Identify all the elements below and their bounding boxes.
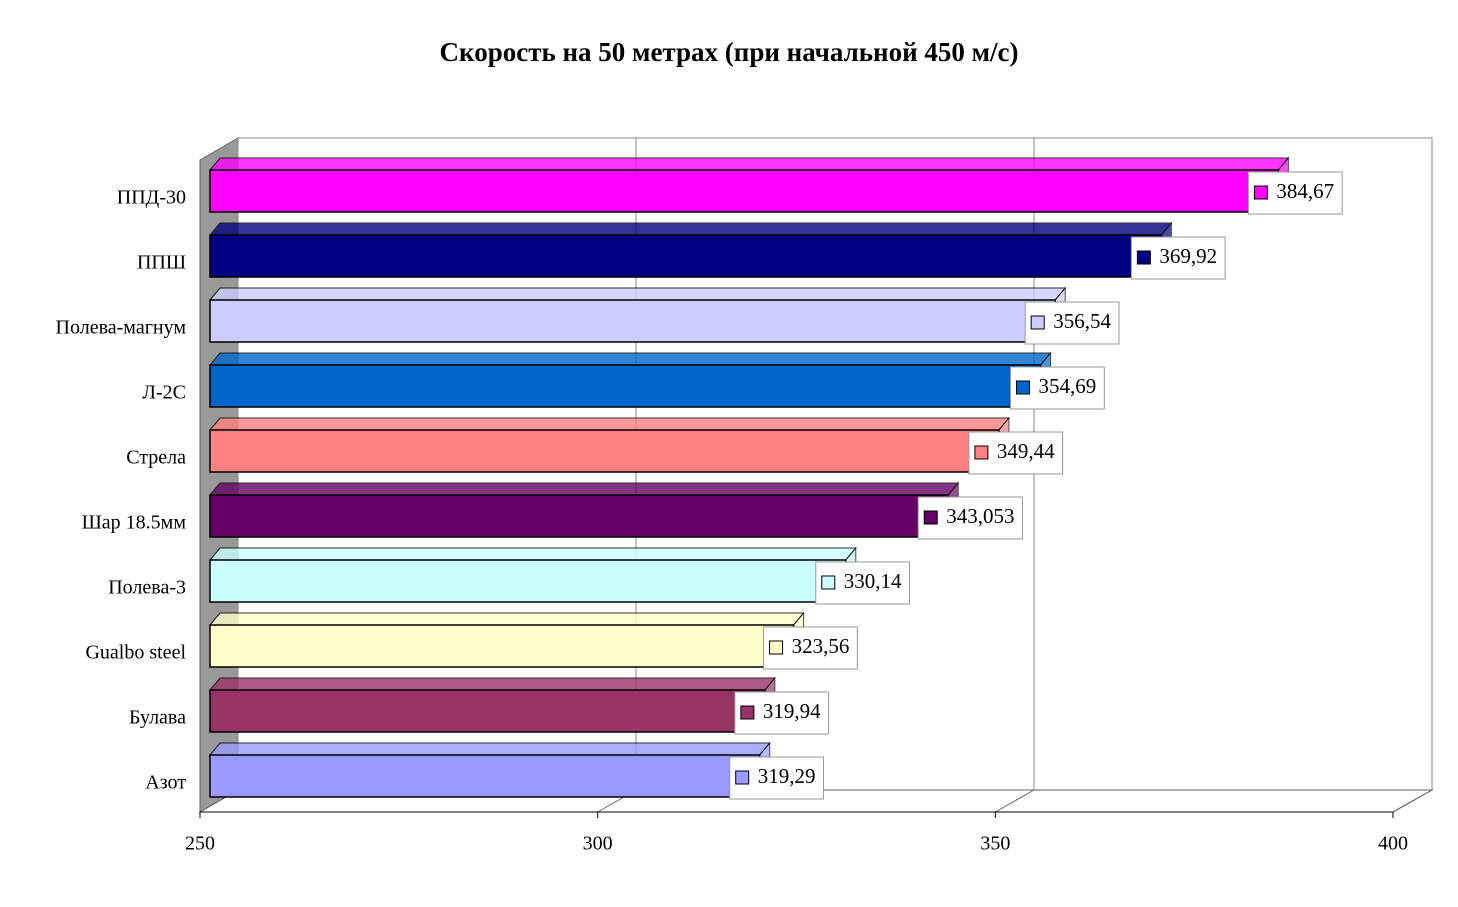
bar-top: [208, 222, 1173, 236]
legend-key: [769, 640, 784, 655]
bar-top: [208, 677, 776, 691]
bar: [209, 624, 795, 668]
y-tick-label: Стрела: [126, 447, 186, 469]
bar-top: [208, 482, 960, 496]
y-tick-label: Л-2С: [142, 382, 186, 404]
bar-top: [208, 287, 1067, 301]
data-label: 369,92: [1159, 244, 1217, 268]
bar: [209, 429, 1000, 473]
legend-key: [1030, 315, 1045, 330]
bar: [209, 754, 761, 798]
legend-key: [1253, 185, 1268, 200]
bar: [209, 169, 1280, 213]
bar: [209, 299, 1056, 343]
bar-top: [208, 417, 1010, 431]
bar-top: [208, 612, 805, 626]
data-label: 319,29: [758, 764, 816, 788]
chart-title: Скорость на 50 метрах (при начальной 450…: [440, 37, 1019, 67]
bar-top: [208, 547, 857, 561]
y-tick-label: Азот: [145, 772, 186, 794]
legend-key: [735, 770, 750, 785]
y-tick-label: Полева-магнум: [56, 317, 187, 339]
x-tick-label: 250: [185, 833, 215, 855]
floor-tick: [995, 789, 1035, 813]
bar-top: [208, 157, 1290, 171]
data-label: 323,56: [792, 634, 850, 658]
y-tick-label: Gualbo steel: [85, 642, 186, 664]
bar: [209, 364, 1042, 408]
legend-key: [1016, 380, 1031, 395]
y-tick-label: Булава: [129, 707, 186, 729]
data-label: 343,053: [946, 504, 1014, 528]
data-label: 319,94: [763, 699, 821, 723]
bar-top: [208, 352, 1052, 366]
bar-top: [208, 742, 771, 756]
floor-tick: [1392, 789, 1433, 813]
x-tick-label: 400: [1378, 833, 1408, 855]
bar: [209, 559, 847, 603]
bar: [209, 689, 766, 733]
legend-key: [974, 445, 989, 460]
legend-key: [821, 575, 836, 590]
data-label: 349,44: [997, 439, 1055, 463]
y-tick-label: Шар 18.5мм: [82, 512, 187, 534]
legend-key: [740, 705, 755, 720]
data-label: 356,54: [1053, 309, 1111, 333]
bar: [209, 234, 1163, 278]
y-tick-label: ППД-30: [117, 187, 186, 209]
data-label: 330,14: [844, 569, 902, 593]
y-tick-label: Полева-3: [108, 577, 186, 599]
bar: [209, 494, 949, 538]
data-label: 384,67: [1276, 179, 1334, 203]
x-tick-label: 350: [980, 833, 1010, 855]
x-tick-label: 300: [583, 833, 613, 855]
legend-key: [923, 510, 938, 525]
legend-key: [1136, 250, 1151, 265]
y-tick-label: ППШ: [137, 252, 186, 274]
data-label: 354,69: [1039, 374, 1097, 398]
